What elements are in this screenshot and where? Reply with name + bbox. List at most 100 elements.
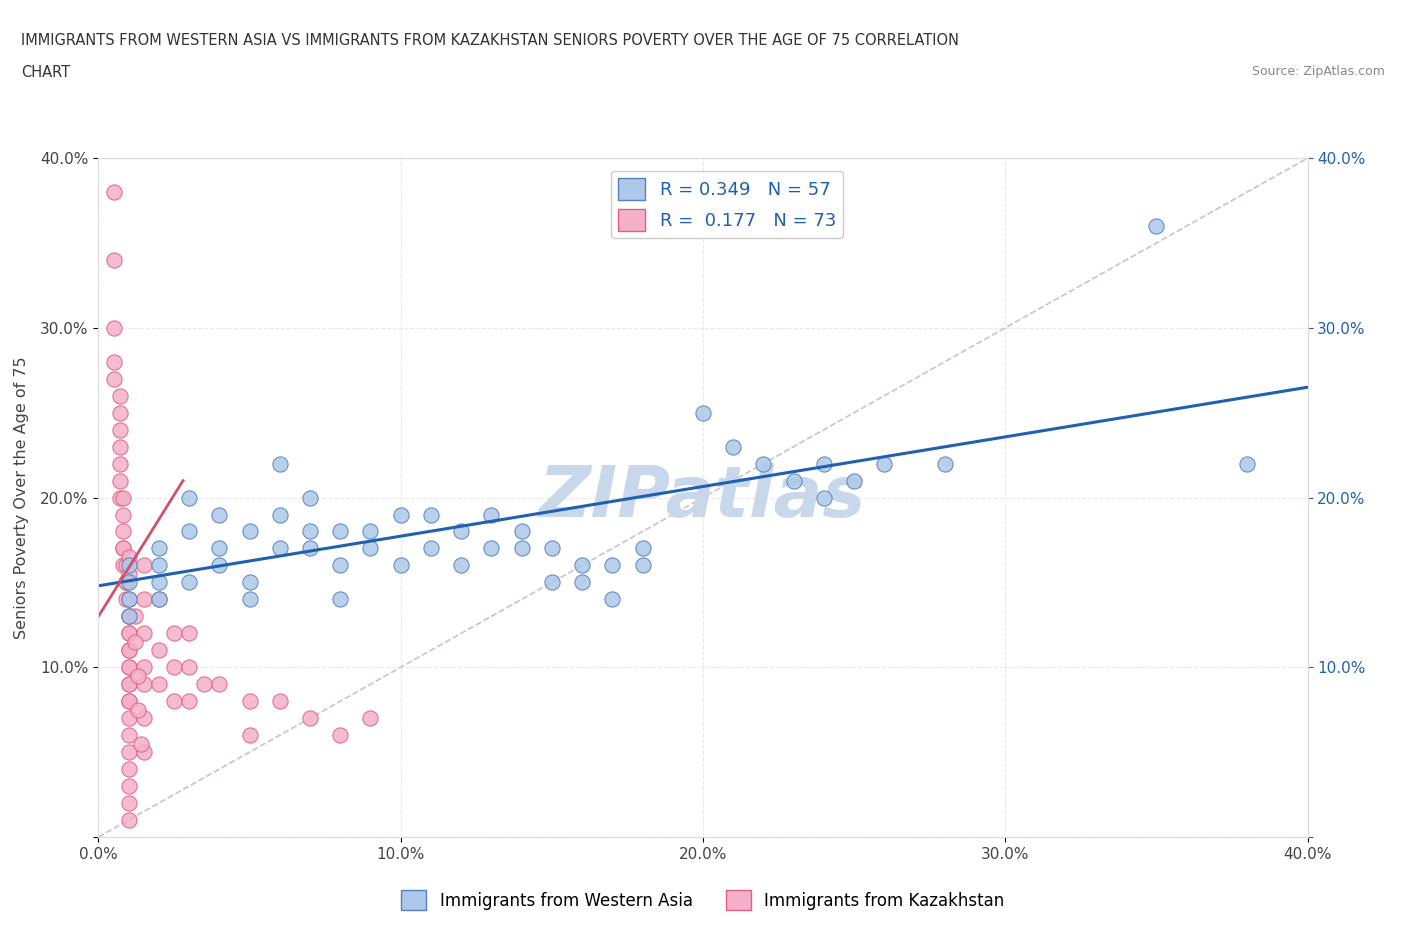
Point [124, 609, 146, 624]
Point [127, 669, 149, 684]
Point [111, 525, 134, 539]
Point [148, 558, 170, 573]
Point [329, 525, 352, 539]
Point [114, 575, 136, 590]
Point [813, 457, 835, 472]
Point [571, 558, 593, 573]
Point [114, 575, 136, 590]
Point [631, 558, 654, 573]
Point [269, 507, 291, 522]
Point [239, 694, 262, 709]
Point [208, 541, 231, 556]
Point [118, 711, 141, 725]
Point [118, 558, 141, 573]
Point [114, 592, 136, 607]
Point [118, 677, 141, 692]
Point [108, 457, 131, 472]
Text: CHART: CHART [21, 65, 70, 80]
Point [132, 711, 155, 725]
Point [631, 541, 654, 556]
Point [114, 558, 136, 573]
Point [389, 507, 412, 522]
Point [692, 405, 714, 420]
Point [118, 677, 141, 692]
Point [118, 745, 141, 760]
Point [450, 558, 472, 573]
Point [193, 677, 215, 692]
Point [148, 643, 170, 658]
Point [329, 592, 352, 607]
Legend: Immigrants from Western Asia, Immigrants from Kazakhstan: Immigrants from Western Asia, Immigrants… [395, 884, 1011, 917]
Point [118, 592, 141, 607]
Point [111, 541, 134, 556]
Point [481, 507, 503, 522]
Point [208, 677, 231, 692]
Point [103, 252, 125, 268]
Point [118, 694, 141, 709]
Point [132, 677, 155, 692]
Point [420, 541, 443, 556]
Point [360, 541, 382, 556]
Point [118, 727, 141, 742]
Point [118, 643, 141, 658]
Point [179, 525, 201, 539]
Point [420, 507, 443, 522]
Point [118, 609, 141, 624]
Point [179, 626, 201, 641]
Point [118, 660, 141, 675]
Point [813, 490, 835, 505]
Point [132, 745, 155, 760]
Point [360, 711, 382, 725]
Point [108, 490, 131, 505]
Point [118, 796, 141, 811]
Point [450, 525, 472, 539]
Point [111, 490, 134, 505]
Point [179, 694, 201, 709]
Y-axis label: Seniors Poverty Over the Age of 75: Seniors Poverty Over the Age of 75 [14, 356, 30, 639]
Point [148, 677, 170, 692]
Point [148, 541, 170, 556]
Point [299, 711, 322, 725]
Point [163, 660, 186, 675]
Point [179, 660, 201, 675]
Point [148, 592, 170, 607]
Point [239, 592, 262, 607]
Point [360, 525, 382, 539]
Point [239, 525, 262, 539]
Point [148, 575, 170, 590]
Point [844, 473, 866, 488]
Point [163, 626, 186, 641]
Point [118, 609, 141, 624]
Point [752, 457, 775, 472]
Point [239, 575, 262, 590]
Point [329, 558, 352, 573]
Point [103, 185, 125, 200]
Point [118, 626, 141, 641]
Point [540, 541, 562, 556]
Point [783, 473, 806, 488]
Point [132, 558, 155, 573]
Point [269, 457, 291, 472]
Point [179, 575, 201, 590]
Text: Source: ZipAtlas.com: Source: ZipAtlas.com [1251, 65, 1385, 78]
Point [1236, 457, 1258, 472]
Point [299, 490, 322, 505]
Point [111, 558, 134, 573]
Point [299, 541, 322, 556]
Point [208, 507, 231, 522]
Legend: R = 0.349   N = 57, R =  0.177   N = 73: R = 0.349 N = 57, R = 0.177 N = 73 [612, 170, 844, 238]
Point [118, 813, 141, 828]
Point [118, 643, 141, 658]
Point [299, 525, 322, 539]
Point [118, 575, 141, 590]
Point [108, 439, 131, 454]
Point [129, 737, 152, 751]
Point [481, 541, 503, 556]
Point [118, 592, 141, 607]
Point [163, 694, 186, 709]
Point [103, 320, 125, 336]
Point [179, 490, 201, 505]
Point [103, 354, 125, 369]
Point [118, 566, 141, 581]
Point [108, 473, 131, 488]
